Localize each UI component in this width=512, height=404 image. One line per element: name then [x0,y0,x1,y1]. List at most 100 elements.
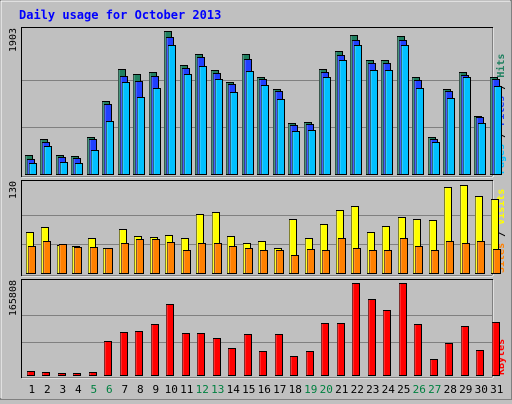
panel-bars [26,185,501,274]
bar-sites-day-5 [90,247,98,274]
x-tick-label-day-6: 6 [106,383,113,396]
bar-sites-day-27 [431,250,439,274]
x-tick-label-day-8: 8 [137,383,144,396]
bar-pages-day-16 [261,85,269,175]
bar-kbytes-day-24 [383,310,391,376]
bar-sites-day-23 [369,250,377,274]
legend-hits: Hits [495,54,507,78]
bar-sites-day-30 [477,241,485,274]
bar-pages-day-25 [401,45,409,175]
x-tick-label-day-23: 23 [366,383,379,396]
panel-bars [27,283,500,376]
bar-kbytes-day-9 [151,324,159,376]
bar-sites-day-7 [121,243,129,274]
bar-kbytes-day-2 [42,372,50,376]
bar-sites-day-22 [353,248,361,274]
bar-pages-day-27 [432,142,440,175]
bar-sites-day-29 [462,243,470,274]
bar-kbytes-day-13 [213,338,221,376]
bar-pages-day-9 [153,88,161,175]
x-tick-label-day-12: 12 [196,383,209,396]
bar-kbytes-day-22 [352,283,360,376]
x-tick-label-day-9: 9 [152,383,159,396]
bar-sites-day-25 [400,238,408,274]
bar-pages-day-29 [463,77,471,175]
x-tick-label-day-3: 3 [59,383,66,396]
bar-sites-day-2 [43,241,51,274]
bar-kbytes-day-15 [244,334,252,376]
bar-kbytes-day-11 [182,333,190,376]
bar-pages-day-30 [478,123,486,175]
bar-kbytes-day-5 [89,372,97,376]
bar-kbytes-day-31 [492,322,500,376]
bar-kbytes-day-23 [368,299,376,376]
bar-pages-day-24 [385,70,393,175]
x-tick-label-day-16: 16 [258,383,271,396]
bar-pages-day-26 [416,88,424,175]
bar-sites-day-20 [322,250,330,274]
bar-kbytes-day-4 [73,373,81,376]
bar-sites-day-3 [59,244,67,274]
x-tick-label-day-19: 19 [304,383,317,396]
bar-pages-day-5 [91,150,99,175]
bar-pages-day-14 [230,92,238,175]
bar-pages-day-12 [199,66,207,175]
bar-kbytes-day-20 [321,323,329,376]
panel-kbytes: 165808 KBytes [8,279,507,379]
x-tick-label-day-21: 21 [335,383,348,396]
bar-sites-day-31 [493,249,501,274]
bar-pages-day-10 [168,45,176,175]
bar-kbytes-day-21 [337,323,345,376]
bar-kbytes-day-25 [399,283,407,376]
bar-kbytes-day-12 [197,333,205,376]
bar-pages-day-15 [246,71,254,175]
bar-sites-day-9 [152,239,160,274]
bar-sites-day-12 [198,243,206,274]
bar-kbytes-day-1 [27,371,35,376]
x-tick-label-day-11: 11 [180,383,193,396]
bar-kbytes-day-27 [430,359,438,376]
bar-sites-day-10 [167,242,175,274]
bar-sites-day-11 [183,250,191,274]
bar-sites-day-26 [415,246,423,274]
x-tick-label-day-7: 7 [121,383,128,396]
bar-kbytes-day-19 [306,351,314,376]
bar-pages-day-23 [370,70,378,175]
y-max-label: 1903 [8,28,19,52]
bar-kbytes-day-10 [166,304,174,376]
legend-separator: / [496,225,507,243]
bar-kbytes-day-6 [104,341,112,376]
bar-kbytes-day-16 [259,351,267,376]
bar-sites-day-1 [28,246,36,274]
x-tick-label-day-4: 4 [75,383,82,396]
bar-pages-day-7 [122,82,130,175]
bar-sites-day-15 [245,248,253,274]
legend-kbytes: KBytes [496,339,507,375]
x-axis-labels: 1 2 3 4 5 6 7 8 9 10 11 12 13 14 15 16 17 18 19 20 21 22 23 24 2… [28,383,503,396]
panel-bars [25,31,502,175]
x-tick-label-day-18: 18 [289,383,302,396]
bar-pages-day-21 [339,60,347,175]
bar-sites-day-28 [446,241,454,274]
bar-pages-day-13 [215,79,223,175]
x-tick-label-day-20: 20 [320,383,333,396]
x-tick-label-day-26: 26 [413,383,426,396]
panel-gridlines [22,315,492,343]
bar-pages-day-4 [75,163,83,175]
bar-sites-day-14 [229,246,237,274]
x-tick-label-day-22: 22 [351,383,364,396]
bar-sites-day-19 [307,249,315,274]
bar-sites-day-21 [338,238,346,274]
x-tick-label-day-31: 31 [490,383,503,396]
bar-kbytes-day-18 [290,356,298,376]
bar-sites-day-16 [260,250,268,274]
bar-pages-day-22 [354,45,362,175]
bar-pages-day-6 [106,121,114,175]
bar-kbytes-day-26 [414,324,422,376]
bar-kbytes-day-14 [228,348,236,376]
bar-pages-day-19 [308,130,316,175]
